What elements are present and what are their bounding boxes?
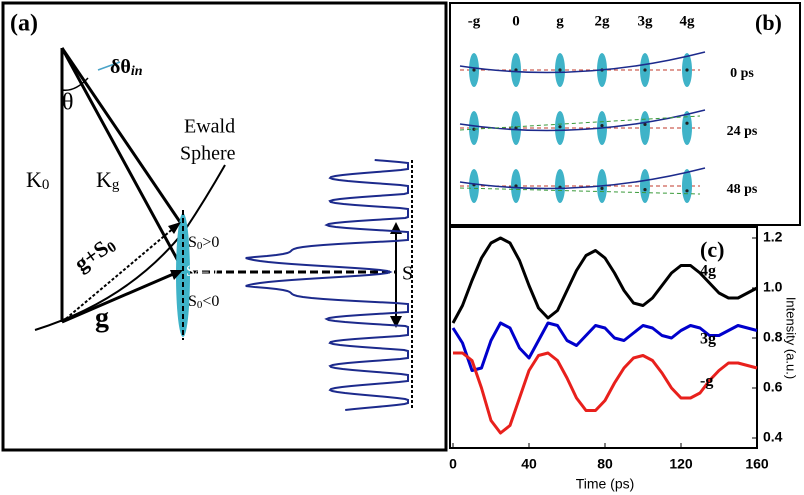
rod (682, 111, 692, 145)
theta: θ (62, 90, 74, 116)
x-tick-label: 0 (449, 456, 457, 472)
spot (514, 126, 518, 130)
ewald-arc (459, 109, 706, 132)
panel-b: (b) -g 0 g 2g 3g 4g 0 ps 24 ps 48 ps (449, 2, 801, 226)
x-tick-label: 40 (521, 456, 537, 472)
arrow-head (168, 222, 181, 234)
spot (600, 186, 604, 190)
series-label: 3g (700, 331, 716, 348)
panel-frame (449, 2, 801, 226)
text: =0 (200, 263, 217, 280)
spot (558, 125, 562, 129)
column-label: 4g (680, 13, 696, 29)
s-pos-label: S0>0 (188, 234, 219, 252)
delta-theta: δθin (110, 56, 143, 80)
spot (472, 68, 476, 72)
rod (640, 111, 650, 145)
rod (682, 169, 692, 203)
ewald-arc (459, 51, 706, 74)
row-label: 24 ps (727, 124, 758, 139)
spot (685, 189, 689, 193)
g-vector (61, 270, 179, 324)
text: K (26, 167, 42, 192)
series-line (451, 321, 758, 372)
row-label: 48 ps (727, 182, 758, 197)
text: δθ (110, 56, 131, 78)
y-tick-label: 0.4 (763, 429, 783, 445)
x-axis-label: Time (ps) (576, 476, 635, 492)
y-tick-label: 0.8 (763, 329, 783, 345)
x-tick-label: 120 (669, 456, 693, 472)
column-label: 0 (512, 13, 520, 29)
row-label: 0 ps (730, 66, 754, 81)
panel-a: (a) δθin θ K0 Kg Ewald Sphere g+S0 g S0>… (1, 1, 448, 452)
text: <0 (202, 293, 219, 310)
g-s0-label: g+S0 (69, 231, 120, 277)
spot (643, 188, 647, 192)
spot (514, 184, 518, 188)
column-label: -g (468, 13, 481, 29)
text: S (186, 263, 195, 280)
x-tick-label: 80 (597, 456, 613, 472)
subscript: 0 (42, 177, 50, 193)
theta-arc (61, 77, 89, 91)
text: S (188, 293, 197, 310)
column-label: 3g (638, 13, 654, 29)
series-label: 4g (700, 263, 716, 280)
spot (685, 121, 689, 125)
text: S (188, 234, 197, 251)
s-neg-label: S0<0 (188, 293, 219, 311)
subscript: g (112, 177, 120, 193)
g-s0-vector (61, 226, 176, 323)
y-axis-label: Intensity (a.u.) (784, 297, 799, 379)
k0-label: K0 (26, 167, 49, 193)
x-tick-label: 160 (745, 456, 769, 472)
ewald-label: Sphere (180, 143, 236, 165)
y-tick-label: 0.6 (763, 379, 783, 395)
arrow-head (390, 316, 402, 328)
column-label: 2g (595, 13, 611, 29)
spot (514, 68, 518, 72)
s-label: S (402, 263, 413, 285)
panel-label: (b) (755, 10, 782, 35)
kg-label: Kg (96, 167, 120, 193)
subscript: 0 (195, 269, 201, 281)
spot (643, 68, 647, 72)
panel-c: (c) Time (ps) Intensity (a.u.) 0 40 80 120 1… (449, 226, 799, 492)
rod (640, 169, 650, 203)
kg-vector (60, 47, 185, 271)
g-label: g (95, 302, 109, 333)
y-tick-label: 1.0 (763, 279, 783, 295)
series-line (453, 351, 758, 435)
panel-label: (a) (10, 11, 38, 37)
subscript: in (131, 64, 143, 79)
rocking-curve (245, 159, 409, 411)
spot (558, 68, 562, 72)
panel-label: (c) (700, 237, 724, 262)
spot (600, 124, 604, 128)
ewald-sphere (34, 164, 226, 331)
series-label: -g (700, 373, 713, 390)
text: K (96, 167, 112, 192)
k-vector (60, 47, 182, 223)
arrow-head (170, 270, 183, 280)
spot (685, 68, 689, 72)
subscript: 0 (197, 240, 203, 252)
y-tick-label: 1.2 (763, 229, 783, 245)
series-line (451, 236, 758, 324)
column-label: g (556, 13, 564, 29)
s-zero-label: S0=0 (186, 263, 217, 281)
ewald-arc (459, 167, 706, 190)
shift-line (459, 115, 701, 131)
subscript: 0 (197, 299, 203, 311)
panel-frame (1, 1, 448, 452)
leader-line (97, 61, 121, 71)
ewald-label: Ewald (184, 116, 235, 138)
text: >0 (202, 234, 219, 251)
spot (643, 122, 647, 126)
shift-line (459, 187, 701, 195)
